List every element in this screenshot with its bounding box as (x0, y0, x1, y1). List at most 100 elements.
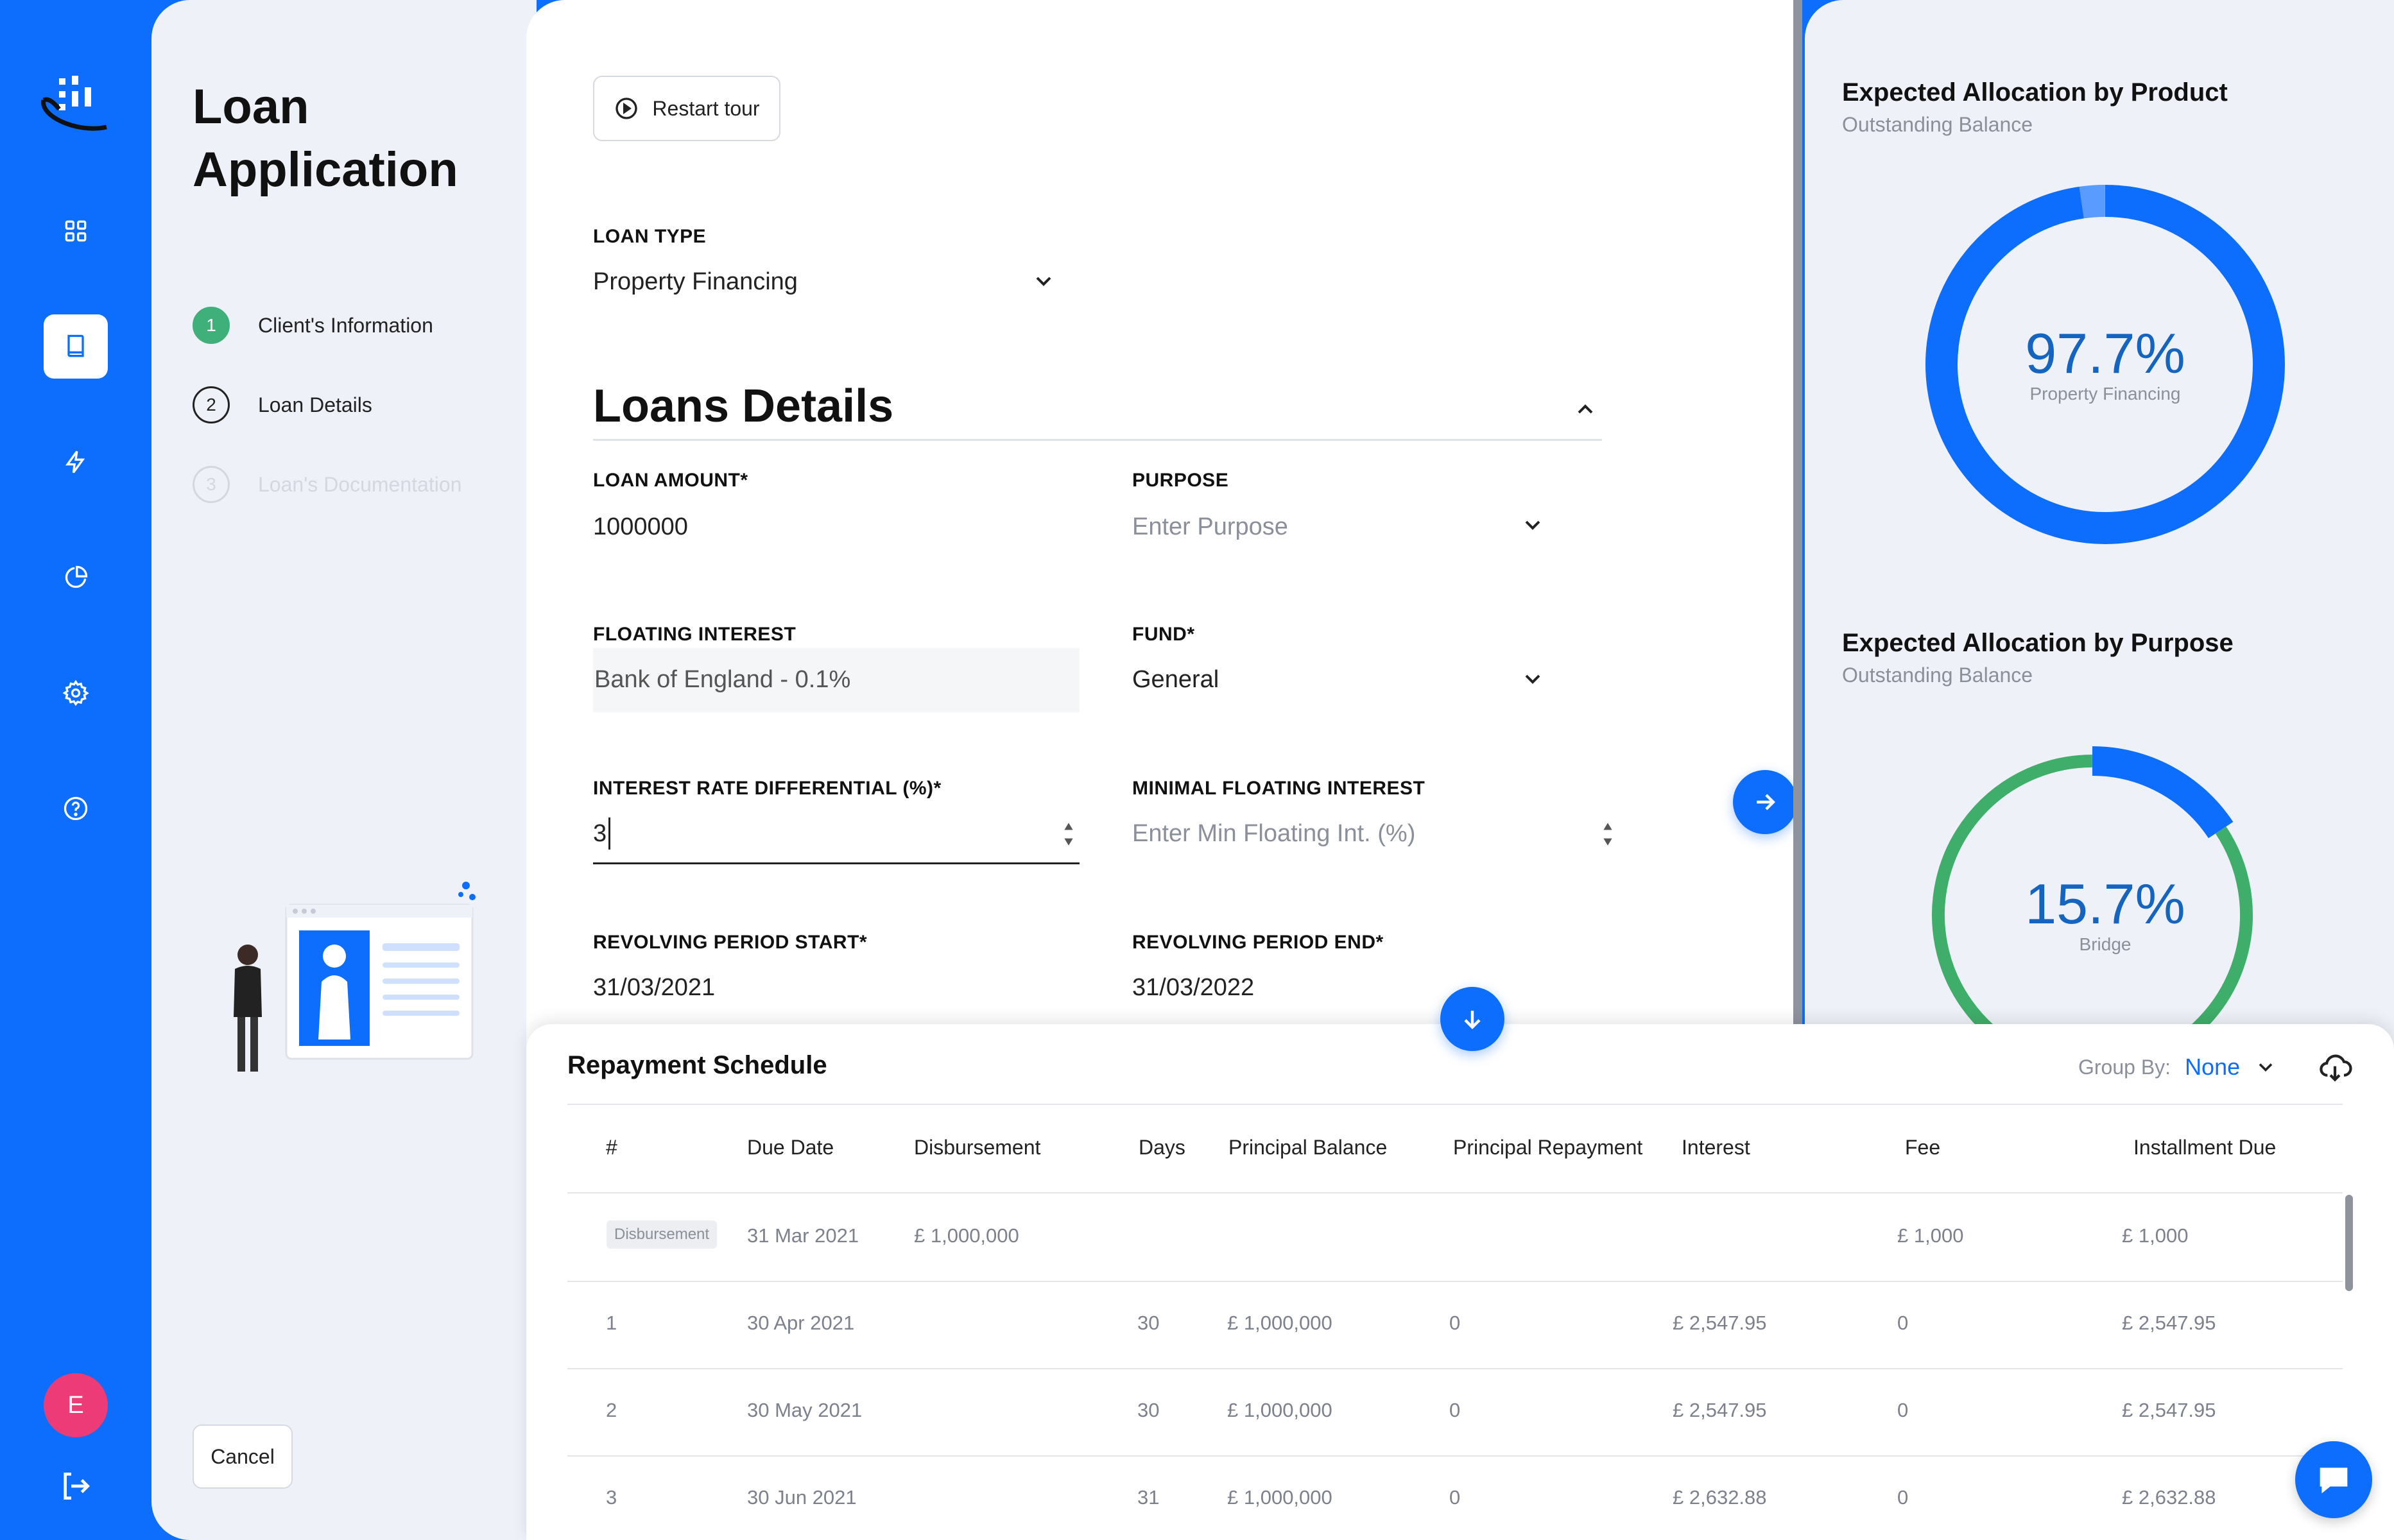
chevron-down-icon[interactable] (1520, 666, 1546, 692)
allocation-product-subtitle: Outstanding Balance (1842, 113, 2033, 136)
nav-activity[interactable] (44, 430, 108, 494)
schedule-title: Repayment Schedule (567, 1051, 827, 1079)
step-number: 1 (193, 307, 230, 344)
column-header: Principal Balance (1228, 1136, 1388, 1159)
revolving-start-label: REVOLVING PERIOD START* (593, 932, 868, 953)
cell-interest: £ 2,547.95 (1673, 1399, 1767, 1421)
input-underline (593, 862, 1080, 864)
text-cursor (608, 817, 610, 850)
cell-principal-repayment: 0 (1449, 1399, 1461, 1421)
sidebar: E (0, 0, 151, 1540)
column-header: # (606, 1136, 617, 1159)
gear-icon (62, 680, 89, 706)
chevron-up-icon[interactable] (1572, 397, 1598, 422)
restart-tour-button[interactable]: Restart tour (593, 76, 780, 141)
help-icon (64, 796, 88, 821)
nav-dashboard[interactable] (44, 199, 108, 263)
scroll-down-button[interactable] (1440, 987, 1504, 1051)
cell-fee: 0 (1897, 1486, 1909, 1509)
column-header: Fee (1905, 1136, 1941, 1159)
step-label: Loan's Documentation (258, 472, 462, 496)
allocation-product-title: Expected Allocation by Product (1842, 78, 2228, 107)
chevron-down-icon (2259, 1063, 2273, 1072)
interest-rate-differential-input[interactable]: 3 (593, 820, 607, 847)
step-clients-information[interactable]: 1 Client's Information (193, 307, 433, 344)
cell-principal-balance: £ 1,000,000 (1227, 1312, 1332, 1334)
panel-resize-handle[interactable] (1793, 0, 1802, 1027)
cell-disbursement: £ 1,000,000 (914, 1224, 1019, 1247)
cell-principal-repayment: 0 (1449, 1312, 1461, 1334)
cell-installment: £ 2,547.95 (2122, 1312, 2216, 1334)
chevron-down-icon[interactable] (1031, 268, 1056, 294)
donut-slice-property-financing (1925, 185, 2285, 544)
group-by-select[interactable]: Group By: None (2078, 1054, 2277, 1081)
logout-icon[interactable] (58, 1468, 94, 1504)
section-title: Loans Details (593, 381, 894, 432)
section-divider (593, 439, 1602, 441)
loan-amount-input[interactable]: 1000000 (593, 513, 688, 540)
lightning-icon (65, 450, 85, 474)
floating-interest-field (593, 648, 1080, 712)
column-header: Principal Repayment (1453, 1136, 1643, 1159)
divider (567, 1368, 2343, 1369)
cell-fee: 0 (1897, 1312, 1909, 1334)
cell-fee: 0 (1897, 1399, 1909, 1421)
cell-due-date: 30 May 2021 (747, 1399, 863, 1421)
expand-panel-button[interactable] (1733, 770, 1797, 834)
cloud-download-icon[interactable] (2317, 1050, 2353, 1086)
loan-type-select[interactable]: Property Financing (593, 268, 798, 295)
table-scrollbar[interactable] (2345, 1195, 2353, 1291)
purpose-select[interactable]: Enter Purpose (1132, 513, 1288, 540)
page-title: Loan Application (193, 80, 458, 197)
avatar[interactable]: E (44, 1373, 108, 1437)
cell-num: 1 (606, 1312, 617, 1334)
cell-num: 2 (606, 1399, 617, 1421)
revolving-end-input[interactable]: 31/03/2022 (1132, 974, 1255, 1001)
number-stepper-icon[interactable] (1062, 820, 1076, 848)
allocation-purpose-category: Bridge (2079, 934, 2131, 954)
purpose-label: PURPOSE (1132, 470, 1229, 491)
cell-principal-balance: £ 1,000,000 (1227, 1486, 1332, 1509)
number-stepper-icon[interactable] (1601, 820, 1615, 848)
cell-due-date: 31 Mar 2021 (747, 1224, 859, 1247)
cell-days: 30 (1137, 1312, 1160, 1334)
divider (567, 1281, 2343, 1282)
column-header: Due Date (747, 1136, 834, 1159)
divider (567, 1104, 2343, 1105)
column-header: Days (1139, 1136, 1185, 1159)
loan-amount-label: LOAN AMOUNT* (593, 470, 748, 491)
illustration-person-profile (234, 882, 476, 1072)
cell-installment: £ 2,632.88 (2122, 1486, 2216, 1509)
app-logo-icon[interactable] (40, 72, 112, 136)
cancel-button[interactable]: Cancel (193, 1425, 293, 1489)
floating-interest-label: FLOATING INTEREST (593, 624, 797, 645)
cell-days: 31 (1137, 1486, 1160, 1509)
nav-help[interactable] (44, 776, 108, 841)
disbursement-badge: Disbursement (607, 1220, 718, 1249)
donut-chart-product (1925, 185, 2285, 544)
fund-select[interactable]: General (1132, 666, 1219, 693)
chevron-down-icon[interactable] (1520, 512, 1546, 538)
loan-type-label: LOAN TYPE (593, 226, 707, 247)
cell-num: 3 (606, 1486, 617, 1509)
pie-chart-icon (65, 565, 88, 588)
steps-panel: Loan Application 1 Client's Information … (151, 0, 537, 1540)
arrow-right-icon (1757, 794, 1775, 810)
nav-loans[interactable] (44, 314, 108, 379)
floating-interest-value: Bank of England - 0.1% (594, 666, 851, 693)
minimal-floating-interest-label: MINIMAL FLOATING INTEREST (1132, 778, 1425, 799)
cell-principal-repayment: 0 (1449, 1486, 1461, 1509)
step-loan-details[interactable]: 2 Loan Details (193, 386, 372, 424)
revolving-end-label: REVOLVING PERIOD END* (1132, 932, 1384, 953)
arrow-down-icon (1464, 1011, 1481, 1029)
restart-tour-label: Restart tour (652, 96, 760, 120)
step-label: Client's Information (258, 313, 433, 337)
cell-due-date: 30 Apr 2021 (747, 1312, 855, 1334)
minimal-floating-interest-input[interactable]: Enter Min Floating Int. (%) (1132, 820, 1416, 847)
step-number: 2 (193, 386, 230, 424)
step-number: 3 (193, 466, 230, 503)
chat-button[interactable] (2295, 1441, 2372, 1518)
nav-settings[interactable] (44, 661, 108, 725)
nav-reports[interactable] (44, 545, 108, 610)
revolving-start-input[interactable]: 31/03/2021 (593, 974, 716, 1001)
